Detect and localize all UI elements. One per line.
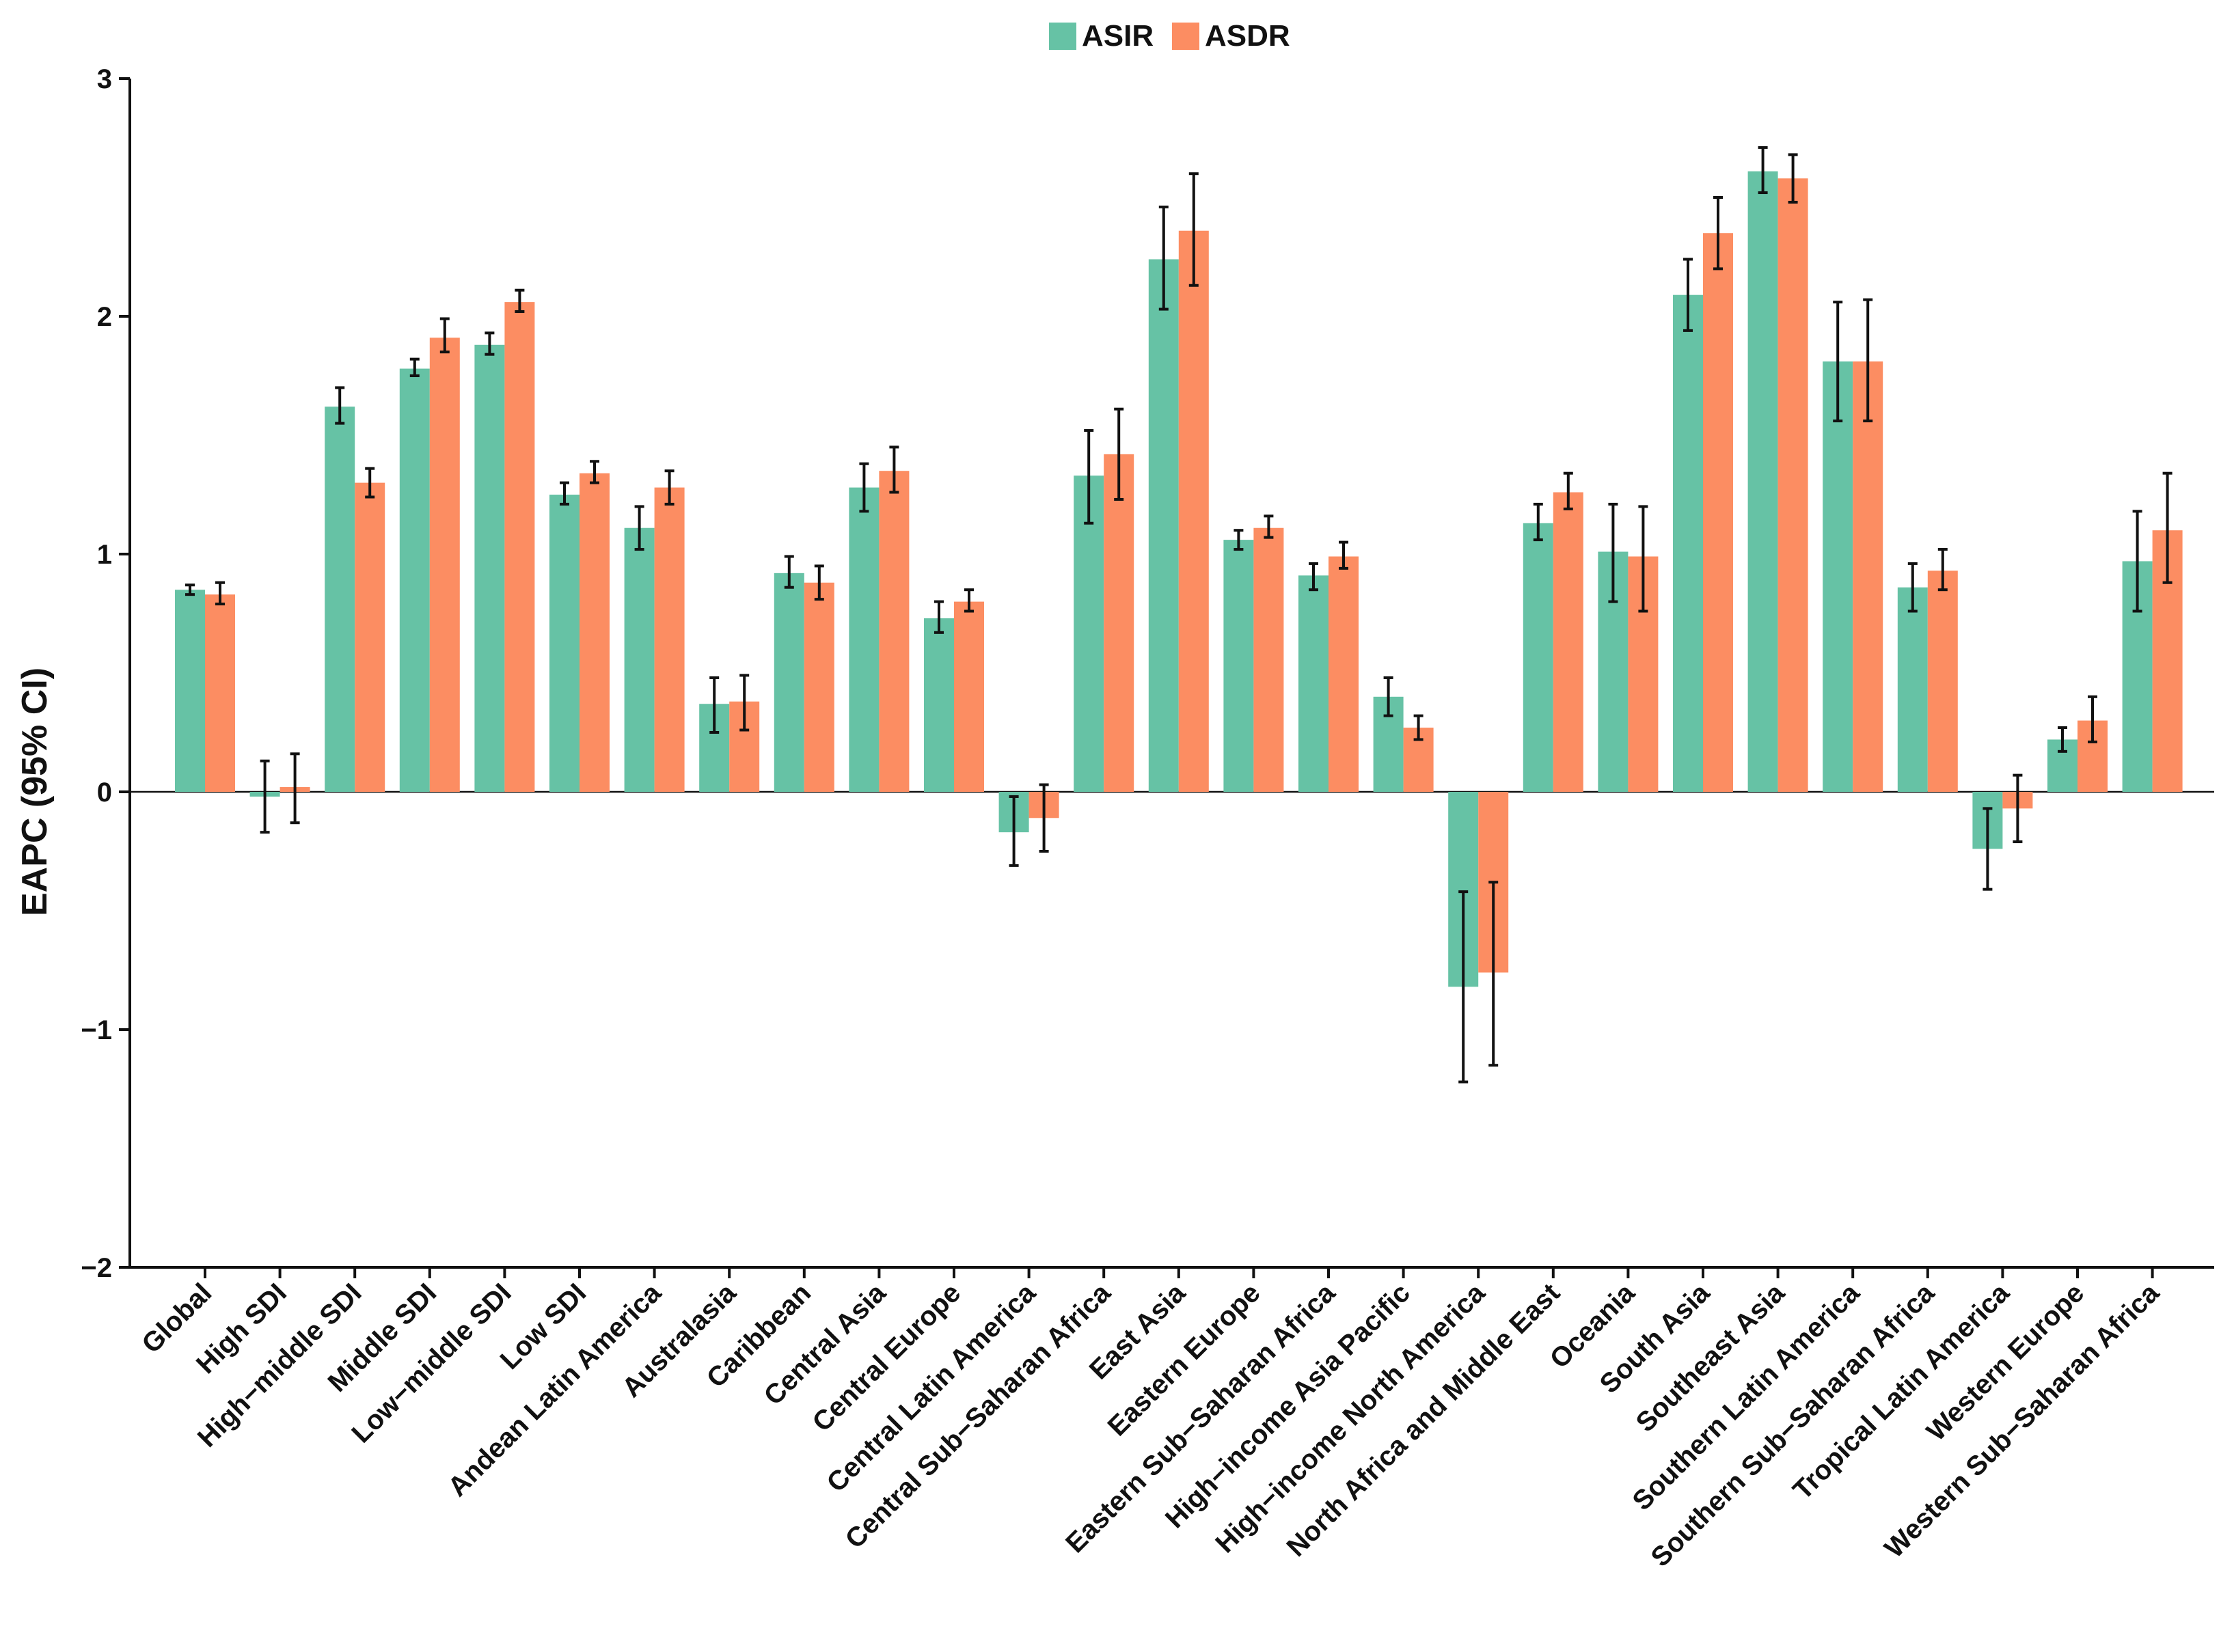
bar-asdr [580,473,610,792]
bar-asir [849,487,880,792]
bar-asdr [804,582,834,792]
bar-asir [1523,523,1553,792]
bar-asdr [1104,454,1134,792]
x-tick-label: Western Sub−Saharan Africa [1879,1278,2165,1564]
x-tick-label: High−income North America [1210,1278,1491,1559]
y-axis: −2 −1 0 1 2 3 [81,64,131,1283]
y-tick-label: 2 [97,302,112,332]
bar-asdr [879,471,910,792]
bar-asdr [1927,570,1958,792]
bar-asdr [654,487,685,792]
bar-asdr [1329,556,1359,792]
bar-asdr [1553,492,1583,792]
bar-asir [399,368,430,792]
bar-asir [1747,171,1778,793]
bar-asir [924,618,954,792]
y-tick-label: 1 [97,540,112,570]
bar-asir [549,495,580,792]
y-axis-label: EAPC (95% CI) [15,667,55,916]
legend-label-asir: ASIR [1082,19,1154,53]
bar-asir [774,573,804,792]
bar-asir [1074,476,1104,792]
bar-asir [1823,361,1853,792]
legend-swatch-asdr [1172,23,1199,50]
bar-asir [175,590,205,792]
bar-asdr [205,594,235,792]
y-tick-label: 0 [97,777,112,808]
bar-asdr [429,338,460,792]
bar-asir [1148,259,1179,793]
bar-asdr [1178,230,1209,793]
legend-swatch-asir [1049,23,1076,50]
error-bars [185,146,2172,1084]
bar-asir [1223,540,1254,792]
y-tick-label: 3 [97,64,112,94]
y-tick-label: −1 [81,1015,112,1045]
bar-asdr [1703,233,1733,792]
bar-asir [1298,575,1329,792]
legend: ASIR ASDR [1049,19,1290,53]
bar-asdr [355,482,385,792]
bar-asdr [504,302,535,792]
bars [175,171,2183,987]
bar-asdr [1777,178,1808,792]
bar-asdr [954,601,984,792]
x-tick-label: North Africa and Middle East [1281,1278,1566,1562]
x-axis [130,790,2214,1278]
bar-asir [474,344,505,792]
bar-asir [1897,587,1928,792]
legend-label-asdr: ASDR [1205,19,1290,53]
bar-asir [1673,294,1703,792]
y-tick-label: −2 [81,1253,112,1283]
bar-asdr [1853,361,1883,792]
bar-asdr [1253,527,1284,792]
x-tick-label: Eastern Sub−Saharan Africa [1060,1278,1341,1559]
bar-asir [325,407,355,792]
bar-asir [624,527,655,792]
